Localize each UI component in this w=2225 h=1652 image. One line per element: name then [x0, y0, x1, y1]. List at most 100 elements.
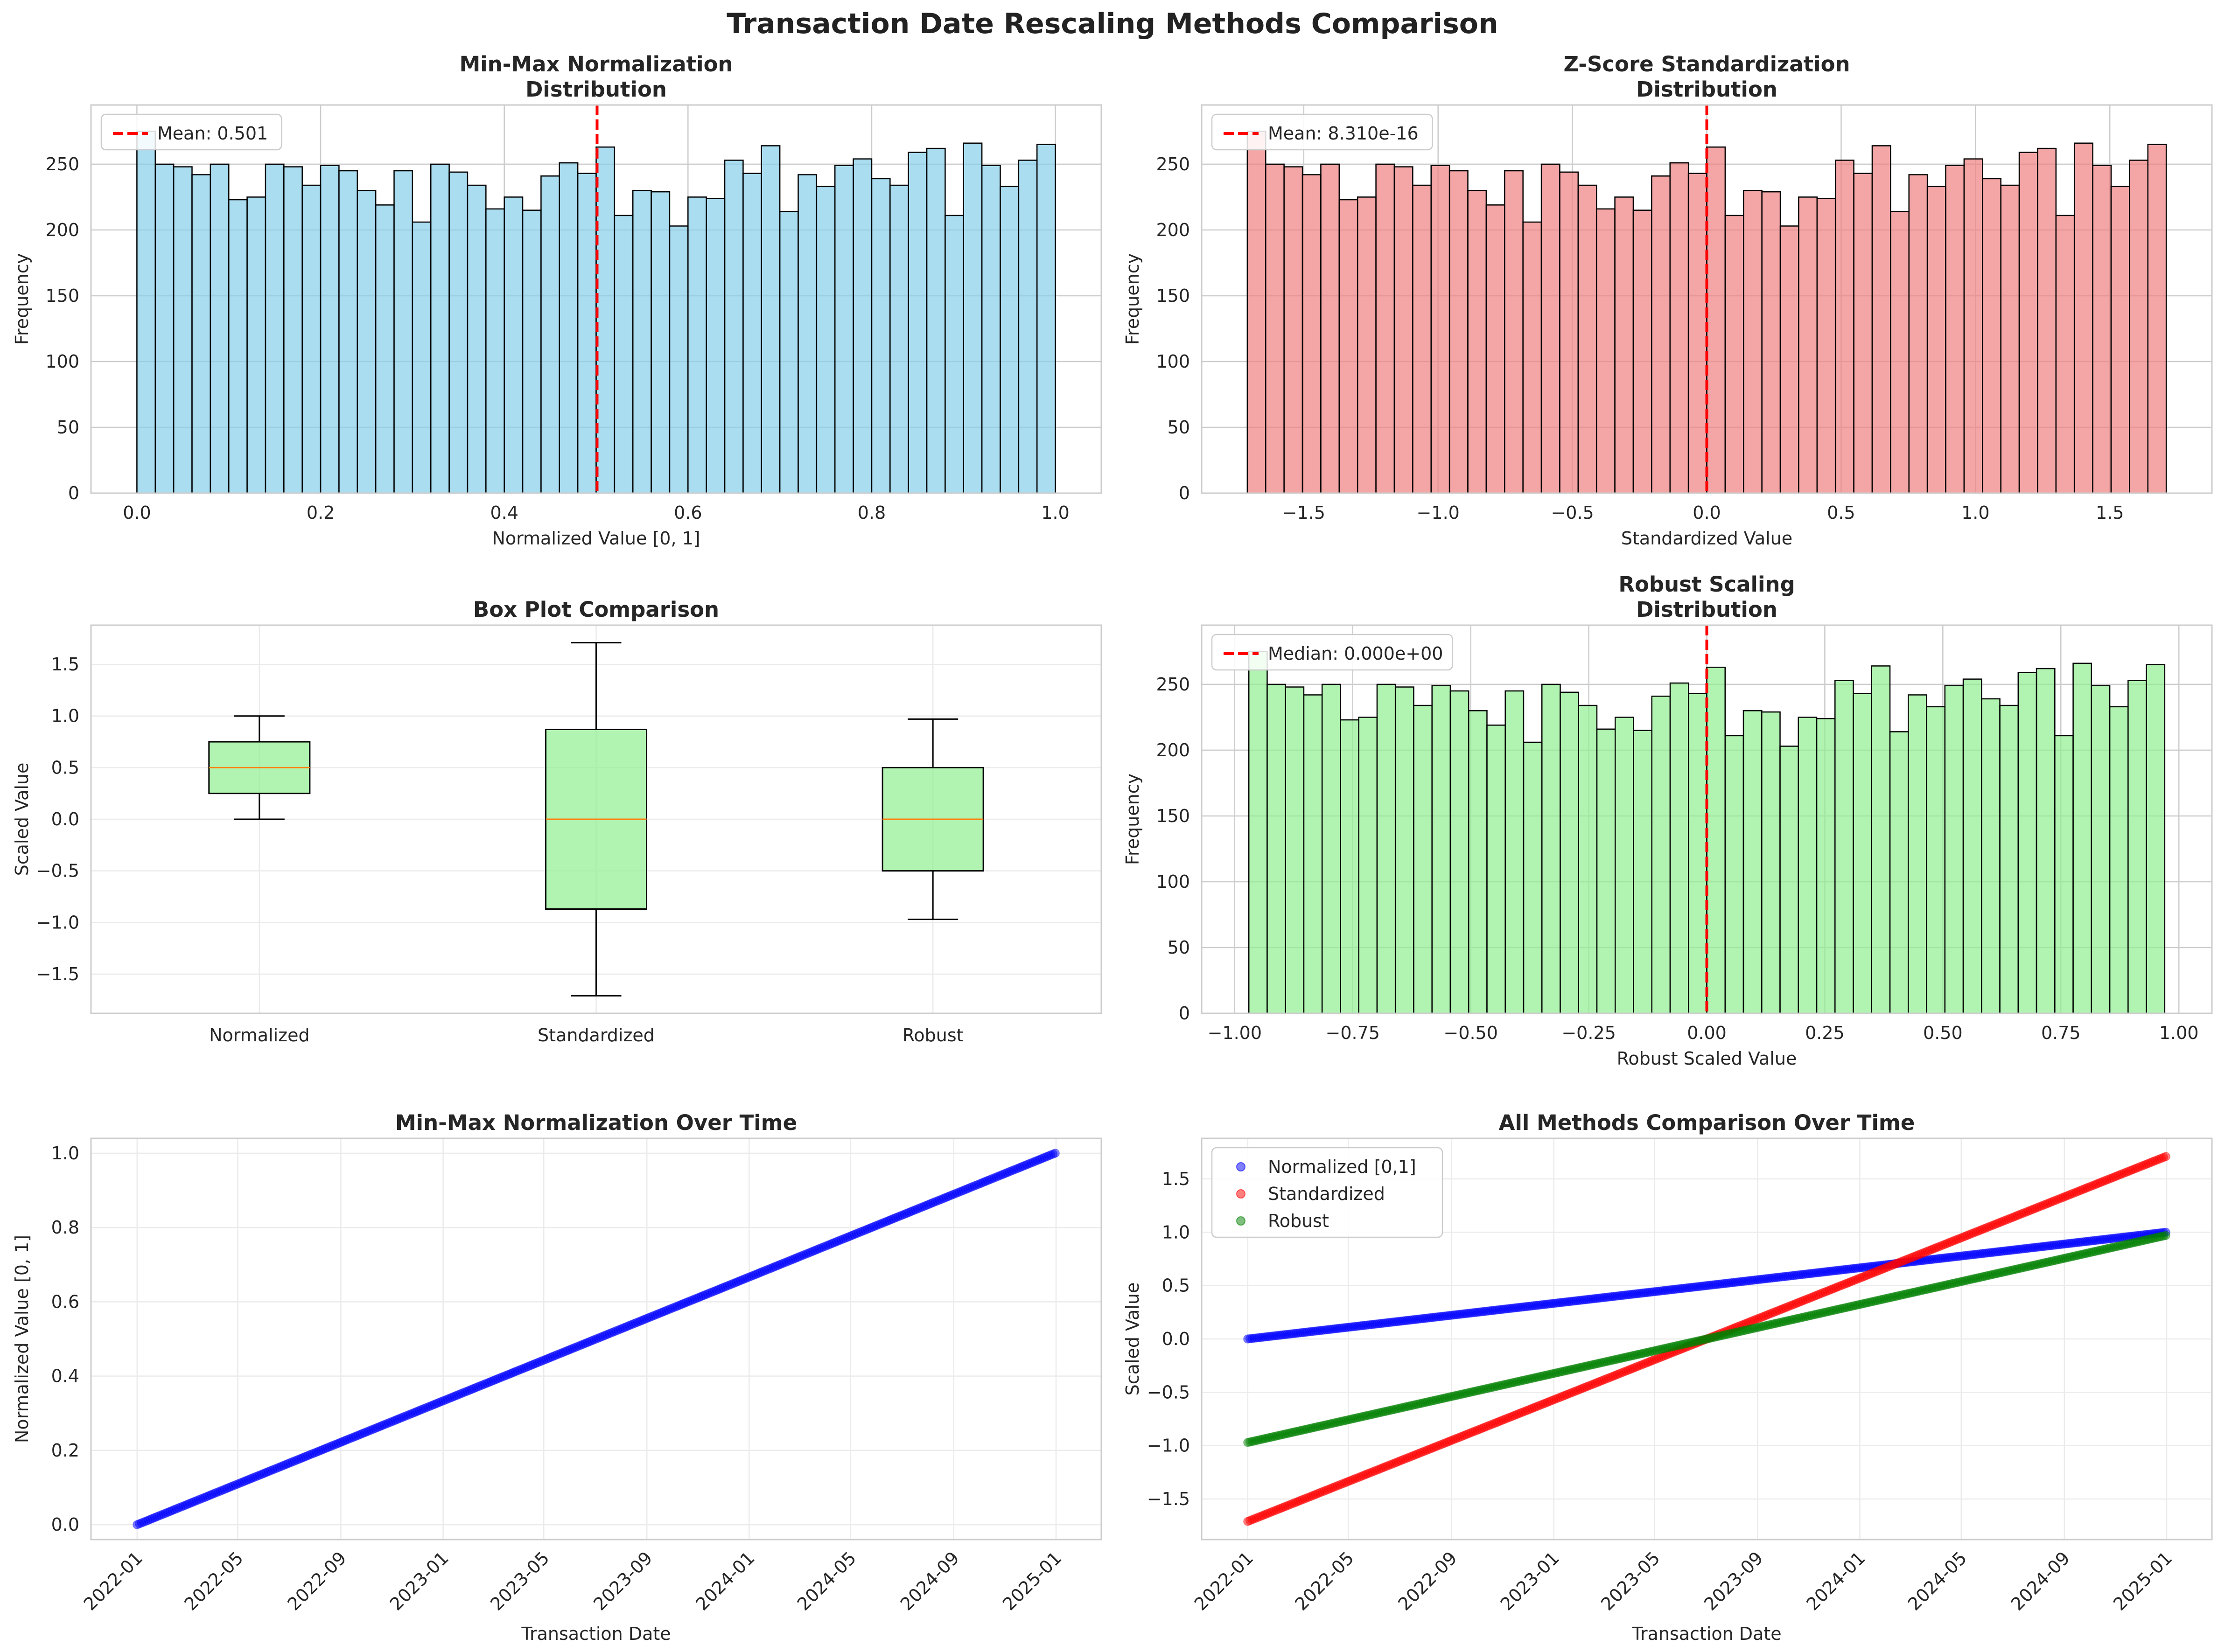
- histogram-bar: [1430, 165, 1450, 494]
- histogram-bar: [1834, 160, 1854, 494]
- histogram-bar: [1889, 731, 1909, 1014]
- y-axis-label: Scaled Value: [12, 763, 32, 876]
- histogram-bar: [1761, 711, 1781, 1014]
- histogram-bar: [1468, 710, 1488, 1014]
- y-tick-label: 100: [1156, 351, 1190, 372]
- histogram-bar: [798, 174, 818, 494]
- histogram-bar: [669, 225, 689, 494]
- histogram-bar: [1926, 706, 1946, 1014]
- legend-box: [1211, 634, 1453, 671]
- x-tick-label: 2024-01: [1802, 1547, 1869, 1614]
- series-normalized-0-1-: [1243, 1227, 2170, 1344]
- histogram-bar: [595, 146, 616, 494]
- histogram-bar: [889, 184, 909, 494]
- histogram-bar: [1559, 171, 1579, 494]
- histogram-bar: [963, 142, 983, 494]
- histogram-bar: [1724, 735, 1744, 1014]
- histogram-bar: [1357, 196, 1377, 494]
- y-axis-label: Frequency: [1122, 253, 1143, 345]
- histogram-bar: [320, 165, 340, 494]
- x-tick-label: 2022-09: [283, 1547, 350, 1614]
- x-tick-label: Normalized: [209, 1025, 310, 1046]
- x-tick-label: 2024-05: [1904, 1547, 1971, 1614]
- hist-normalized-chart: 0 50 100 150 200 250 0.0 0.2 0.4 0.6 0.8 1.0 Mean: 0…: [12, 52, 1102, 549]
- box-robust: [882, 718, 984, 920]
- x-tick-label: 0.25: [1805, 1023, 1845, 1043]
- histogram-bar: [1523, 741, 1543, 1014]
- x-axis-label: Transaction Date: [521, 1624, 671, 1644]
- legend-swatch: [1236, 1189, 1245, 1199]
- x-tick-label: Robust: [903, 1025, 964, 1046]
- histogram-bar: [1614, 196, 1634, 494]
- histogram-bar: [1669, 162, 1689, 494]
- histogram-bar: [577, 173, 597, 494]
- plot-title: Box Plot Comparison: [473, 597, 719, 622]
- histogram-bar: [853, 158, 873, 494]
- x-tick-label: 0.0: [1693, 502, 1721, 523]
- histogram-bar: [375, 204, 395, 494]
- series-points: [133, 1149, 1060, 1529]
- histogram-bar: [173, 166, 193, 494]
- box-standardized: [545, 642, 647, 997]
- histogram-bar: [393, 170, 413, 494]
- series-robust: [1243, 1231, 2170, 1447]
- x-tick-label: 2024-01: [692, 1547, 758, 1614]
- x-tick-label: −1.0: [1417, 502, 1460, 523]
- y-tick-label: 200: [1156, 220, 1190, 240]
- x-tick-label: 2024-05: [793, 1547, 860, 1614]
- y-tick-label: 0.0: [1162, 1329, 1190, 1349]
- histogram-bar: [1340, 719, 1359, 1014]
- histogram-bar: [1706, 146, 1726, 494]
- histogram-bar: [1467, 190, 1487, 494]
- y-tick-label: 0.8: [51, 1217, 79, 1238]
- histogram-bar: [1577, 184, 1597, 494]
- scatter-point: [1050, 1149, 1060, 1158]
- histogram-bar: [1265, 163, 1285, 494]
- y-tick-label: 250: [1156, 154, 1190, 174]
- histogram-bar: [2146, 664, 2166, 1014]
- histogram-bar: [1504, 170, 1524, 494]
- y-tick-label: 50: [1168, 937, 1190, 958]
- histogram-bar: [2129, 160, 2148, 494]
- histogram-bar: [1541, 683, 1561, 1014]
- y-tick-label: 150: [1156, 286, 1190, 306]
- y-tick-label: 50: [1168, 417, 1190, 438]
- histogram-bar: [1449, 690, 1469, 1014]
- histogram-bar: [504, 196, 524, 494]
- x-tick-label: 2022-01: [80, 1547, 147, 1614]
- histogram-bar: [761, 145, 781, 494]
- figure-title: Transaction Date Rescaling Methods Compa…: [727, 7, 1498, 40]
- histogram-bar: [540, 175, 560, 494]
- y-tick-label: 0: [1179, 483, 1190, 503]
- y-tick-label: −1.5: [1147, 1489, 1190, 1509]
- x-tick-label: 0.0: [123, 502, 151, 523]
- y-tick-label: 1.0: [51, 1143, 79, 1164]
- histogram-bar: [2036, 668, 2056, 1014]
- legend-label: Mean: 8.310e-16: [1268, 123, 1419, 144]
- legend-label: Mean: 0.501: [157, 123, 268, 144]
- histogram-bar: [1944, 685, 1964, 1014]
- histogram-bar: [1283, 166, 1303, 494]
- histogram-bar: [1338, 199, 1358, 494]
- histogram-bar: [1816, 197, 1836, 494]
- histogram-bar: [687, 196, 707, 494]
- histogram-bar: [1761, 191, 1781, 494]
- x-axis-label: Transaction Date: [1631, 1624, 1781, 1644]
- scatter-all-chart: −1.5 −1.0 −0.5 0.0 0.5 1.0 1.5 2022-01 2022-05 20…: [1122, 1110, 2213, 1644]
- histogram-bar: [1871, 145, 1891, 494]
- plot-title: Robust Scaling: [1618, 572, 1795, 597]
- histogram-bar: [1687, 173, 1707, 494]
- histogram-bar: [981, 165, 1001, 494]
- histogram-bar: [1651, 175, 1671, 494]
- histogram-bar: [1779, 746, 1799, 1014]
- hist-standardized-chart: 0 50 100 150 200 250 −1.5 −1.0 −0.5 0.0 0.5 1.0 1.5 M…: [1122, 52, 2213, 549]
- x-axis-label: Standardized Value: [1621, 528, 1792, 549]
- x-tick-label: 2023-01: [1497, 1547, 1563, 1614]
- x-axis-label: Normalized Value [0, 1]: [492, 528, 700, 549]
- histogram-bar: [1504, 690, 1525, 1014]
- histogram-bar: [706, 197, 726, 494]
- legend-swatch: [1236, 1216, 1245, 1226]
- histogram-bar: [2110, 186, 2130, 494]
- histogram-bar: [1266, 683, 1286, 1014]
- histogram-bar: [1816, 718, 1836, 1014]
